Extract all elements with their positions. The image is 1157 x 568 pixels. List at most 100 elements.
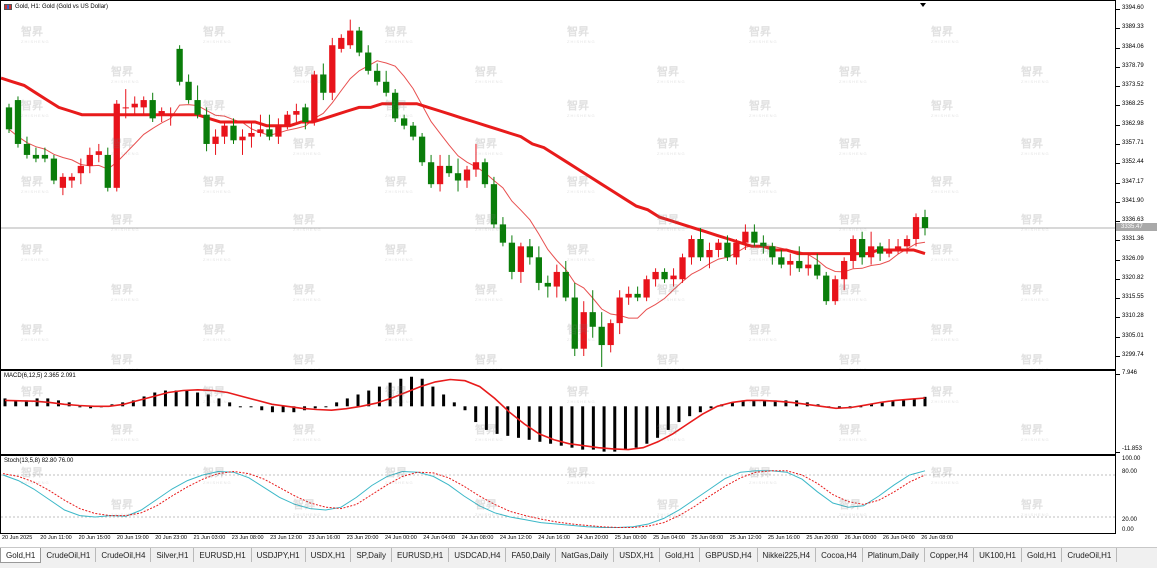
tab-gold-h1[interactable]: Gold,H1 — [0, 548, 42, 563]
watermark-logo: 智昇 ZHISHENG — [293, 421, 322, 442]
tab-crudeoil-h4[interactable]: CrudeOil,H4 — [96, 548, 152, 562]
candle — [436, 154, 444, 192]
candle — [257, 114, 264, 137]
watermark-logo-sub: ZHISHENG — [749, 39, 778, 44]
tab-gold-h1[interactable]: Gold,H1 — [1022, 548, 1063, 562]
macd-histogram-bar — [431, 386, 435, 407]
tab-crudeoil-h1[interactable]: CrudeOil,H1 — [1062, 548, 1118, 562]
price-axis[interactable]: 3394.60 3389.33 3384.06 3378.79 3373.52 3368.… — [1116, 0, 1157, 370]
watermark-logo-text: 智昇 — [749, 176, 771, 188]
candle — [535, 246, 542, 291]
tab-sp-daily[interactable]: SP,Daily — [351, 548, 392, 562]
candle — [409, 122, 417, 141]
macd-histogram-bar — [324, 406, 328, 408]
watermark-logo-text: 智昇 — [657, 284, 679, 296]
candle-body — [427, 162, 435, 185]
price-axis-tick — [1116, 163, 1120, 165]
tab-uk100-h1[interactable]: UK100,H1 — [974, 548, 1022, 562]
price-axis-label: 3315.55 — [1122, 294, 1144, 301]
tab-gbpusd-h4[interactable]: GBPUSD,H4 — [700, 548, 758, 562]
tab-nikkei225-h4[interactable]: Nikkei225,H4 — [758, 548, 817, 562]
tab-fa50-daily[interactable]: FA50,Daily — [506, 548, 557, 562]
watermark-logo: 智昇 ZHISHENG — [21, 241, 50, 262]
tab-copper-h4[interactable]: Copper,H4 — [925, 548, 975, 562]
macd-histogram-bar — [420, 378, 424, 407]
watermark-logo-text: 智昇 — [385, 100, 407, 112]
candle — [508, 235, 516, 280]
tab-usdx-h1[interactable]: USDX,H1 — [306, 548, 352, 562]
candlestick-chart[interactable] — [1, 1, 1116, 370]
main-chart-panel[interactable]: Gold, H1: Gold (Gold vs US Dollar) 智昇 ZHI… — [0, 0, 1116, 370]
price-axis-label: 3362.98 — [1122, 120, 1144, 127]
watermark-logo: 智昇 ZHISHENG — [293, 135, 322, 156]
watermark-logo: 智昇 ZHISHENG — [839, 281, 868, 302]
macd-histogram-bar — [196, 392, 200, 407]
watermark-logo-text: 智昇 — [475, 499, 497, 511]
candle-body — [302, 107, 309, 123]
candle — [131, 96, 138, 115]
watermark-logo-text: 智昇 — [385, 176, 407, 188]
watermark-logo-text: 智昇 — [657, 499, 679, 511]
candle-body — [149, 100, 156, 119]
candle — [571, 282, 578, 357]
candle — [23, 136, 31, 159]
watermark-logo-sub: ZHISHENG — [111, 437, 140, 442]
time-axis-label: 25 Jun 16:00 — [768, 535, 800, 541]
tab-platinum-daily[interactable]: Platinum,Daily — [863, 548, 925, 562]
watermark-logo-sub: ZHISHENG — [567, 399, 596, 404]
candle-body — [5, 107, 13, 130]
tab-usdcad-h4[interactable]: USDCAD,H4 — [449, 548, 507, 562]
tab-crudeoil-h1[interactable]: CrudeOil,H1 — [41, 548, 97, 562]
candle — [212, 129, 219, 155]
macd-histogram-bar — [613, 406, 617, 452]
candle — [230, 118, 237, 144]
time-axis-label: 25 Jun 00:00 — [614, 535, 647, 541]
macd-histogram-bar — [260, 406, 264, 411]
watermark-logo: 智昇 ZHISHENG — [385, 321, 414, 342]
price-axis-label: 3326.09 — [1122, 255, 1144, 262]
watermark-logo: 智昇 ZHISHENG — [385, 241, 414, 262]
watermark-logo: 智昇 ZHISHENG — [839, 421, 868, 442]
watermark-logo: 智昇 ZHISHENG — [567, 173, 596, 194]
watermark-logo-sub: ZHISHENG — [931, 337, 960, 342]
candle-body — [832, 279, 839, 302]
time-axis-label: 21 Jun 03:00 — [193, 535, 226, 541]
macd-histogram-bar — [538, 406, 542, 442]
tab-eurusd-h1[interactable]: EURUSD,H1 — [194, 548, 252, 562]
candle — [517, 242, 525, 283]
candle-body — [122, 107, 129, 109]
tab-usdx-h1[interactable]: USDX,H1 — [614, 548, 660, 562]
tab-silver-h1[interactable]: Silver,H1 — [151, 548, 195, 562]
candle — [104, 147, 111, 192]
chart-title: Gold, H1: Gold (Gold vs US Dollar) — [4, 4, 108, 10]
tab-natgas-daily[interactable]: NatGas,Daily — [556, 548, 615, 562]
candle — [149, 92, 156, 123]
watermark-logo: 智昇 ZHISHENG — [385, 173, 414, 194]
macd-histogram-bar — [24, 400, 28, 407]
candle — [329, 37, 336, 101]
price-axis-tick — [1116, 105, 1120, 107]
macd-histogram-bar — [752, 400, 756, 407]
tab-cocoa-h4[interactable]: Cocoa,H4 — [816, 548, 863, 562]
candle-body — [185, 81, 192, 101]
watermark-logo: 智昇 ZHISHENG — [203, 464, 232, 485]
watermark-logo-sub: ZHISHENG — [1021, 437, 1050, 442]
watermark-logo: 智昇 ZHISHENG — [21, 383, 50, 404]
stochastic-chart[interactable] — [1, 456, 1116, 534]
tab-eurusd-h1[interactable]: EURUSD,H1 — [392, 548, 450, 562]
macd-chart[interactable] — [1, 371, 1116, 455]
candle — [481, 158, 489, 188]
tab-gold-h1[interactable]: Gold,H1 — [660, 548, 701, 562]
macd-panel[interactable]: MACD(6,12,5) 2.365 2.091 智昇 ZHISHENG 智昇 ZHI… — [0, 370, 1116, 455]
candle-body — [760, 242, 767, 247]
watermark-logo: 智昇 ZHISHENG — [475, 496, 504, 517]
tab-usdjpy-h1[interactable]: USDJPY,H1 — [252, 548, 306, 562]
watermark-logo-sub: ZHISHENG — [475, 79, 504, 84]
watermark-logo: 智昇 ZHISHENG — [749, 383, 778, 404]
candle — [59, 173, 67, 196]
watermark-logo-text: 智昇 — [1021, 424, 1043, 436]
stoch-panel[interactable]: Stoch(13,5,8) 82.80 76.00 智昇 ZHISHENG 智昇 ZH… — [0, 455, 1116, 534]
candle — [805, 253, 812, 276]
price-axis-tick — [1116, 317, 1120, 319]
macd-histogram-bar — [773, 400, 777, 407]
